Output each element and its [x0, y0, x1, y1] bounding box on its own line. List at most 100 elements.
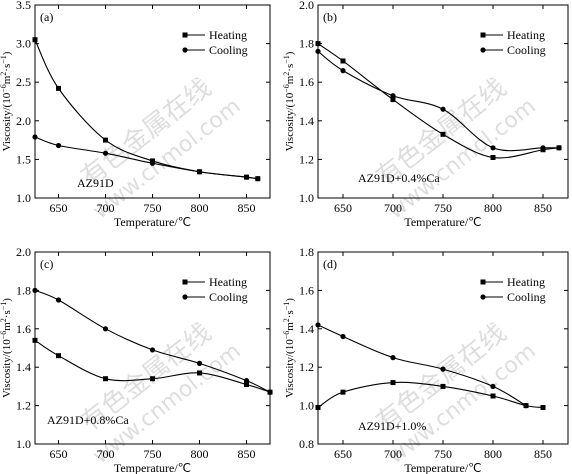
marker-circle-cooling: [55, 142, 62, 149]
marker-square-heating: [32, 337, 38, 343]
chart-panel-c: 650 700 750 800 850 1.0 1.2 1.4 1.6 1.8 2.0 Tempera…: [0, 245, 273, 474]
legend-label: Cooling: [507, 290, 546, 304]
x-axis-label: Temperature/℃: [114, 461, 191, 474]
panel-annotation: AZ91D+0.8%Ca: [47, 413, 129, 427]
x-tick-label: 850: [534, 447, 552, 461]
panel-annotation: AZ91D+0.4%Ca: [358, 171, 440, 185]
y-axis-label: Viscosity/(10−6m2·s−1): [282, 51, 296, 151]
marker-square-heating: [244, 381, 249, 387]
y-tick-label: 1.5: [16, 152, 31, 166]
marker-square-heating: [390, 380, 396, 386]
y-axis-label-part: m: [1, 75, 13, 84]
marker-circle-cooling: [32, 134, 38, 140]
marker-square-heating: [197, 370, 202, 376]
x-tick-label: 650: [50, 447, 68, 461]
y-axis-label-part: 2: [282, 318, 291, 322]
y-tick-label: 2.0: [16, 114, 31, 128]
marker-square-heating: [56, 85, 61, 91]
legend-circle-marker: [480, 294, 486, 300]
y-tick-label: 3.0: [16, 37, 31, 51]
marker-square-heating: [540, 405, 546, 411]
y-tick-label: 1.0: [16, 437, 31, 451]
marker-circle-cooling: [390, 355, 396, 361]
marker-circle-cooling: [149, 347, 156, 353]
marker-square-heating: [440, 131, 446, 137]
y-axis-label-part: Viscosity/(10: [1, 92, 13, 151]
y-tick-label: 1.4: [299, 114, 314, 128]
marker-circle-cooling: [523, 403, 529, 409]
y-axis-label-part: m: [1, 322, 13, 331]
marker-square-heating: [490, 154, 496, 160]
marker-circle-cooling: [440, 366, 446, 372]
legend-square-marker: [480, 279, 486, 285]
marker-circle-cooling: [32, 287, 38, 293]
marker-circle-cooling: [102, 326, 109, 332]
x-tick-label: 850: [238, 447, 256, 461]
chart-panel-a: 650 700 750 800 850 1.0 1.5 2.0 2.5 3.0 3.5 Tempera…: [0, 0, 271, 229]
y-tick-label: 1.4: [16, 360, 31, 374]
y-axis-label-part: −6: [0, 84, 8, 93]
legend-square-marker: [182, 32, 188, 38]
x-tick-label: 750: [434, 447, 452, 461]
y-axis-label-part: −1: [282, 55, 291, 64]
x-tick-label: 750: [434, 201, 452, 215]
y-axis-label-part: m: [284, 322, 296, 331]
marker-circle-cooling: [267, 389, 273, 395]
marker-circle-cooling: [340, 333, 346, 340]
y-axis-label-part: −6: [282, 84, 291, 93]
marker-circle-cooling: [102, 150, 109, 156]
x-axis-label: Temperature/℃: [404, 461, 481, 474]
marker-circle-cooling: [243, 174, 250, 180]
marker-circle-cooling: [255, 176, 261, 182]
x-tick-label: 650: [334, 201, 352, 215]
y-axis-label-part: ): [284, 298, 296, 302]
x-axis-label: Temperature/℃: [114, 215, 191, 229]
y-axis-label-part: ·s: [1, 310, 13, 318]
marker-square-heating: [56, 353, 61, 359]
x-tick-label: 700: [384, 201, 402, 215]
y-axis-label-part: ): [1, 298, 13, 302]
marker-circle-cooling: [490, 383, 496, 389]
x-tick-label: 800: [484, 201, 502, 215]
legend-label: Heating: [209, 275, 247, 289]
marker-circle-cooling: [315, 322, 321, 328]
marker-circle-cooling: [55, 297, 62, 303]
x-tick-label: 850: [534, 201, 552, 215]
marker-circle-cooling: [315, 48, 321, 54]
chart-panel-d: 650 700 750 800 850 0.8 1.0 1.2 1.4 1.6 1.8 Tempera…: [282, 245, 569, 474]
marker-square-heating: [315, 405, 321, 411]
x-tick-label: 850: [238, 201, 256, 215]
y-tick-label: 1.0: [299, 191, 314, 205]
y-axis-label-part: −1: [282, 302, 291, 311]
y-axis-label-part: ·s: [284, 64, 296, 72]
y-tick-label: 1.6: [16, 322, 31, 336]
marker-square-heating: [103, 137, 108, 143]
marker-square-heating: [490, 393, 496, 399]
marker-circle-cooling: [390, 93, 396, 99]
chart-panel-b: 650 700 750 800 850 1.0 1.2 1.4 1.6 1.8 2.0 Tempera…: [282, 0, 569, 229]
marker-circle-cooling: [490, 145, 496, 151]
marker-square-heating: [103, 376, 108, 382]
y-axis-label-part: −6: [282, 331, 291, 340]
legend-label: Heating: [507, 275, 545, 289]
legend-circle-marker: [480, 47, 486, 53]
y-axis-label-part: 2: [0, 72, 8, 76]
marker-square-heating: [390, 97, 396, 103]
legend-square-marker: [480, 32, 486, 38]
legend-label: Heating: [209, 28, 247, 42]
y-tick-label: 1.0: [299, 399, 314, 413]
marker-circle-cooling: [196, 360, 203, 366]
x-tick-label: 700: [97, 447, 115, 461]
marker-square-heating: [150, 376, 155, 382]
y-tick-label: 1.4: [299, 322, 314, 336]
marker-square-heating: [315, 41, 321, 47]
legend-circle-marker: [182, 47, 188, 53]
marker-circle-cooling: [196, 169, 203, 175]
y-axis-label-part: ): [284, 51, 296, 55]
x-tick-label: 700: [384, 447, 402, 461]
x-axis-label: Temperature/℃: [404, 215, 481, 229]
marker-circle-cooling: [243, 378, 250, 384]
y-tick-label: 3.5: [16, 0, 31, 12]
